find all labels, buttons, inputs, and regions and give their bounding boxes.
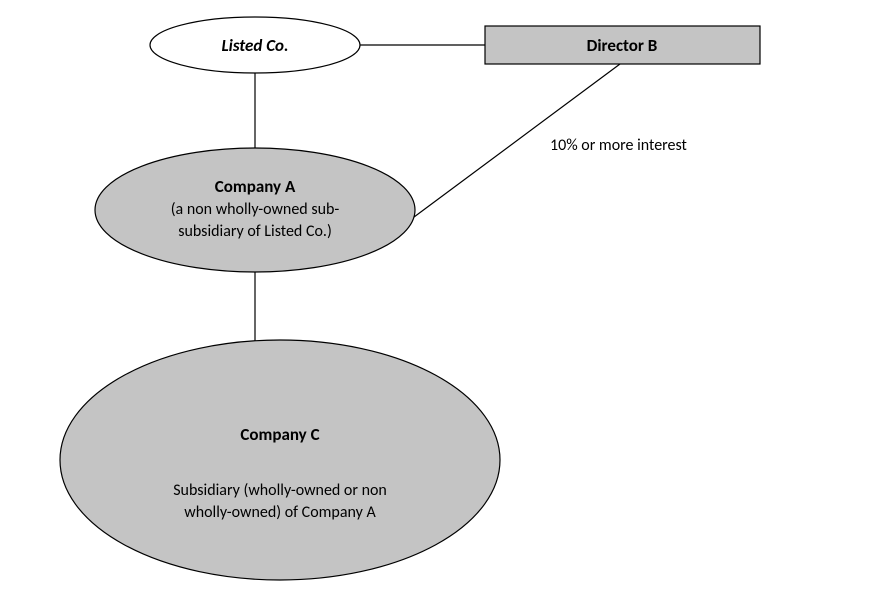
node-company-c-line3: wholly-owned) of Company A xyxy=(184,503,376,522)
node-company-c-title: Company C xyxy=(240,424,319,445)
node-company-a-line3: subsidiary of Listed Co.) xyxy=(178,222,332,241)
edge-label-interest: 10% or more interest xyxy=(550,136,688,155)
node-listed-co-label: Listed Co. xyxy=(221,35,288,56)
node-company-a-line2: (a non wholly-owned sub- xyxy=(171,200,340,219)
node-company-c xyxy=(60,340,500,580)
org-diagram: 10% or more interest Listed Co. Director… xyxy=(0,0,871,609)
node-director-b-label: Director B xyxy=(587,35,658,56)
node-company-a-title: Company A xyxy=(215,176,296,197)
node-company-c-line2: Subsidiary (wholly-owned or non xyxy=(173,481,387,500)
